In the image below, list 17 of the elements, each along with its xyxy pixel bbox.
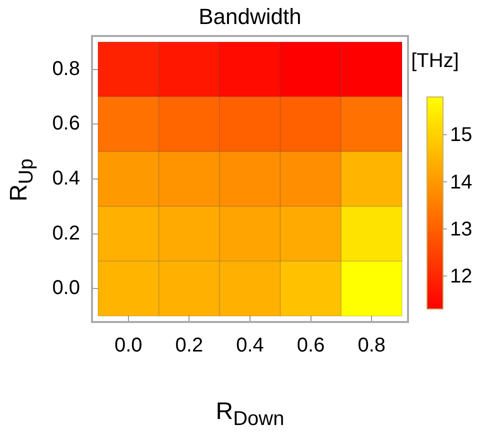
x-tick-label: 0.0 xyxy=(114,334,142,357)
color-bar-label: 15 xyxy=(450,124,472,146)
x-tick-label: 0.2 xyxy=(175,334,204,357)
color-bar-label: 12 xyxy=(450,266,472,288)
x-tick-label: 0.4 xyxy=(236,334,264,357)
color-bar-label: 14 xyxy=(450,171,472,194)
y-tick-label: 0.0 xyxy=(52,277,80,300)
y-tick-label: 0.4 xyxy=(52,168,80,190)
chart-title: Bandwidth xyxy=(198,4,302,30)
y-tick-label: 0.2 xyxy=(52,222,80,244)
color-bar-title: [THz] xyxy=(411,50,459,73)
y-tick-label: 0.8 xyxy=(52,58,80,80)
x-tick-label: 0.6 xyxy=(296,334,325,357)
y-tick-label: 0.6 xyxy=(52,112,80,135)
x-tick-label: 0.8 xyxy=(358,334,386,357)
color-bar-label: 13 xyxy=(450,218,472,240)
x-axis-title: R$_{Down}$ xyxy=(216,398,284,431)
